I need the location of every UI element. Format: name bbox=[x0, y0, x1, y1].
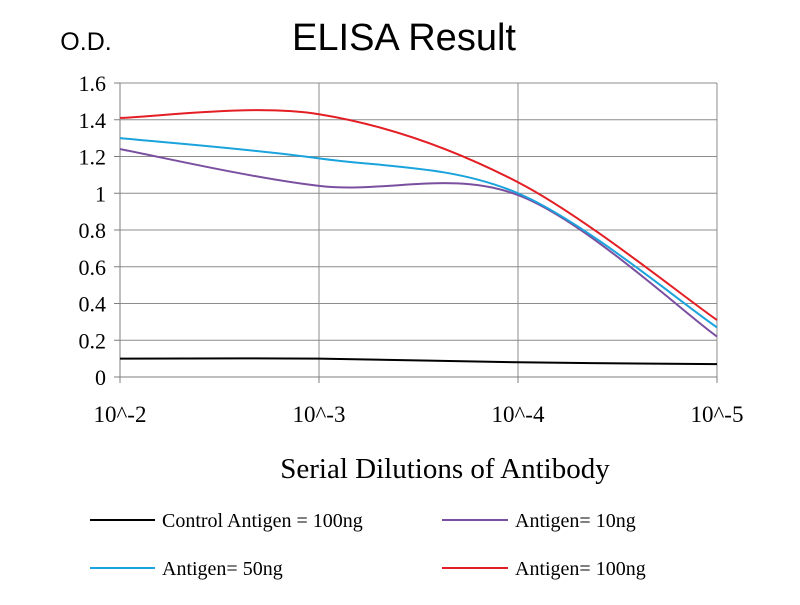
legend-label: Antigen= 100ng bbox=[515, 558, 646, 580]
x-tick-label: 10^-2 bbox=[94, 402, 147, 427]
series-line-3 bbox=[119, 109, 718, 321]
series-line-0 bbox=[119, 357, 718, 366]
y-tick-label: 1.6 bbox=[79, 71, 107, 96]
legend-label: Antigen= 10ng bbox=[515, 510, 636, 532]
chart-title: ELISA Result bbox=[292, 17, 516, 59]
grid-layer bbox=[120, 82, 718, 377]
legend-item: Control Antigen = 100ng bbox=[90, 510, 363, 532]
legend-item: Antigen= 50ng bbox=[90, 558, 283, 580]
y-tick-label: 1.2 bbox=[79, 145, 107, 170]
x-tick-label: 10^-3 bbox=[293, 402, 346, 427]
y-tick-label: 0 bbox=[95, 365, 106, 390]
x-tick-label: 10^-4 bbox=[492, 402, 545, 427]
x-tick-label: 10^-5 bbox=[691, 402, 744, 427]
series-line-1 bbox=[119, 148, 718, 338]
y-tick-label: 0.4 bbox=[79, 292, 107, 317]
tick-labels: 0 0.2 0.4 0.6 0.8 1 1.2 1.4 1.6 10^-2 10^-3 10^-4 10… bbox=[79, 71, 744, 427]
legend-item: Antigen= 100ng bbox=[442, 558, 646, 580]
legend-item: Antigen= 10ng bbox=[442, 510, 636, 532]
y-tick-label: 0.6 bbox=[79, 255, 107, 280]
y-tick-label: 1 bbox=[95, 181, 106, 206]
y-tick-label: 0.2 bbox=[79, 328, 107, 353]
y-tick-label: 1.4 bbox=[79, 108, 107, 133]
y-axis-label: O.D. bbox=[60, 28, 111, 56]
legend-label: Control Antigen = 100ng bbox=[162, 510, 363, 532]
axis-layer bbox=[114, 82, 718, 383]
y-tick-label: 0.8 bbox=[79, 218, 107, 243]
x-axis-label: Serial Dilutions of Antibody bbox=[280, 453, 610, 485]
series-line-2 bbox=[119, 137, 718, 329]
series-layer bbox=[119, 109, 718, 366]
legend-label: Antigen= 50ng bbox=[162, 558, 283, 580]
legend: Control Antigen = 100ng Antigen= 10ng Anti… bbox=[90, 510, 646, 580]
